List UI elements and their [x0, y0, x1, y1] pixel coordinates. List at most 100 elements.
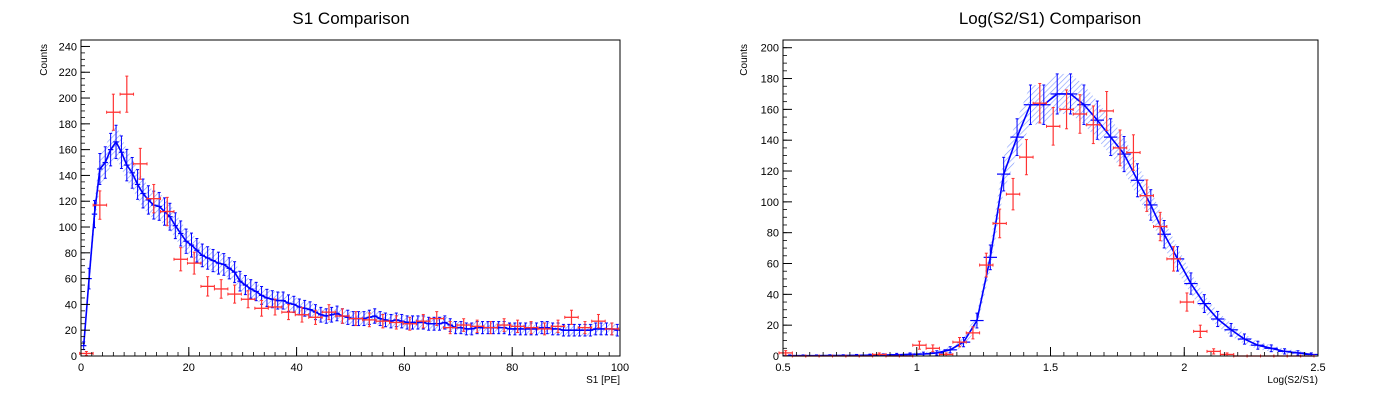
left-data-point	[469, 319, 485, 334]
right-data-point	[778, 350, 793, 356]
left-model-point	[431, 316, 437, 331]
left-data-point	[564, 309, 579, 325]
left-model-point	[566, 323, 572, 337]
right-data-point	[1099, 90, 1114, 131]
left-data-point	[335, 308, 350, 324]
right-data-point	[965, 326, 981, 340]
left-model-point	[140, 178, 146, 209]
left-model-point	[113, 124, 119, 160]
left-data-point	[227, 284, 242, 304]
left-data-point	[321, 304, 337, 321]
left-data-point	[442, 321, 458, 335]
right-model-point	[983, 244, 997, 271]
right-y-tick-label: 180	[761, 74, 779, 86]
right-y-tick-label: 20	[767, 320, 779, 332]
left-model-point	[242, 275, 249, 296]
left-data-point	[456, 318, 471, 332]
left-model-point	[129, 157, 135, 189]
right-model-point	[1264, 344, 1278, 353]
left-data-point	[429, 311, 444, 327]
left-data-point	[213, 279, 229, 299]
left-model-point	[231, 261, 238, 284]
left-data-point	[254, 299, 269, 317]
right-model-point	[1197, 294, 1211, 314]
left-data-point	[92, 190, 108, 220]
left-data-point	[483, 321, 498, 335]
right-model-point	[1023, 84, 1038, 125]
left-model-point	[118, 135, 125, 169]
right-data-point	[1032, 82, 1047, 124]
left-y-tick-label: 40	[65, 299, 77, 311]
left-model-point	[372, 308, 378, 324]
right-data-point	[1179, 292, 1195, 312]
left-model-point	[571, 323, 577, 337]
left-model-point	[593, 322, 599, 336]
right-model-line	[789, 93, 1312, 357]
left-model-point	[215, 251, 222, 275]
left-model-point	[436, 316, 443, 331]
left-model-point	[517, 322, 523, 336]
right-y-tick-label: 100	[761, 197, 779, 209]
right-model-point	[1184, 272, 1198, 295]
right-model-point	[1237, 333, 1252, 345]
right-y-tick-label: 200	[761, 43, 779, 55]
left-model-point	[409, 315, 416, 330]
right-chart-title: Log(S2/S1) Comparison	[959, 9, 1141, 28]
left-y-tick-label: 120	[59, 196, 77, 208]
left-model-point	[323, 308, 329, 324]
left-model-point	[328, 306, 335, 323]
left-x-tick-label: 100	[611, 362, 629, 374]
left-model-point	[188, 232, 195, 258]
left-data-point	[106, 93, 121, 131]
right-model-point	[930, 350, 944, 356]
left-y-tick-label: 0	[71, 351, 77, 363]
right-y-tick-label: 80	[767, 228, 779, 240]
right-x-tick-label: 1	[914, 362, 920, 374]
left-model-point	[539, 321, 545, 335]
left-model-uncertainty-band	[83, 125, 618, 350]
left-data-point	[160, 196, 175, 227]
left-y-tick-label: 180	[59, 119, 77, 131]
right-data-point	[1193, 324, 1208, 339]
right-y-tick-label: 40	[767, 289, 779, 301]
left-model-point	[97, 153, 103, 185]
left-y-tick-label: 80	[65, 248, 77, 260]
left-data-point	[375, 313, 391, 329]
left-model-point	[377, 311, 383, 327]
left-model-point	[458, 321, 464, 335]
right-data-point	[1139, 179, 1154, 212]
left-data-point	[133, 147, 148, 180]
left-model-point	[178, 220, 184, 247]
left-data-point	[402, 316, 418, 331]
left-data-point	[200, 276, 215, 297]
right-data-point	[979, 252, 994, 278]
left-data-point	[79, 350, 94, 356]
right-data-point	[925, 344, 940, 353]
left-model-point	[248, 279, 254, 299]
right-model-point	[1211, 310, 1225, 328]
left-model-point	[194, 237, 200, 263]
right-model-point	[970, 312, 984, 329]
left-x-tick-label: 60	[398, 362, 410, 374]
left-model-point	[280, 291, 286, 310]
left-model-point	[167, 202, 173, 231]
left-data-point	[146, 183, 162, 214]
left-data-point	[267, 298, 283, 316]
left-model-point	[134, 169, 141, 200]
right-model-point	[943, 346, 957, 354]
left-data-point	[173, 247, 188, 272]
left-model-point	[204, 246, 211, 270]
right-data-point	[1112, 129, 1128, 167]
left-model-point	[210, 248, 216, 273]
right-data-point	[1059, 89, 1074, 130]
right-model-point	[1130, 163, 1145, 198]
left-data-point	[294, 306, 310, 323]
right-model-point	[1277, 348, 1292, 355]
left-data-point	[389, 315, 404, 330]
left-y-tick-label: 220	[59, 67, 77, 79]
left-model-point	[512, 322, 518, 336]
left-model-point	[183, 228, 189, 254]
left-x-tick-label: 0	[78, 362, 84, 374]
left-y-tick-label: 200	[59, 93, 77, 105]
